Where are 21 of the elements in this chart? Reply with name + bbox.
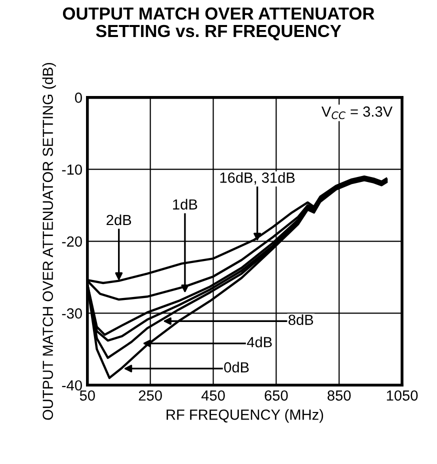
y-tick-label: -40 [62, 380, 82, 391]
y-tick-label: 0 [75, 92, 82, 103]
x-axis-title: RF FREQUENCY (MHz) [166, 409, 324, 423]
x-tick-label: 1050 [386, 390, 418, 401]
annotation: 2dB [106, 214, 132, 226]
x-tick-label: 450 [201, 390, 225, 401]
y-tick-label: -10 [62, 164, 82, 175]
y-tick-label: -20 [62, 236, 82, 247]
x-tick-label: 650 [264, 390, 288, 401]
x-tick-label: 50 [80, 390, 95, 401]
y-tick-label: -30 [62, 308, 82, 319]
annotation: 4dB [246, 336, 272, 348]
annotation: V$_{CC}$ = 3.3V [322, 106, 393, 120]
annotation: 16dB, 31dB [220, 172, 295, 185]
annotation: 1dB [173, 198, 198, 210]
x-tick-label: 250 [138, 390, 162, 401]
chart-title: OUTPUT MATCH OVER ATTENUATOR SETTING vs. RF FREQUENCY [62, 7, 374, 40]
y-axis-title: OUTPUT MATCH OVER ATTENUATOR SETTING (dB) [42, 62, 56, 420]
annotation: 0dB [224, 362, 249, 372]
annotation: 8dB [288, 314, 314, 326]
x-tick-label: 850 [328, 390, 351, 401]
